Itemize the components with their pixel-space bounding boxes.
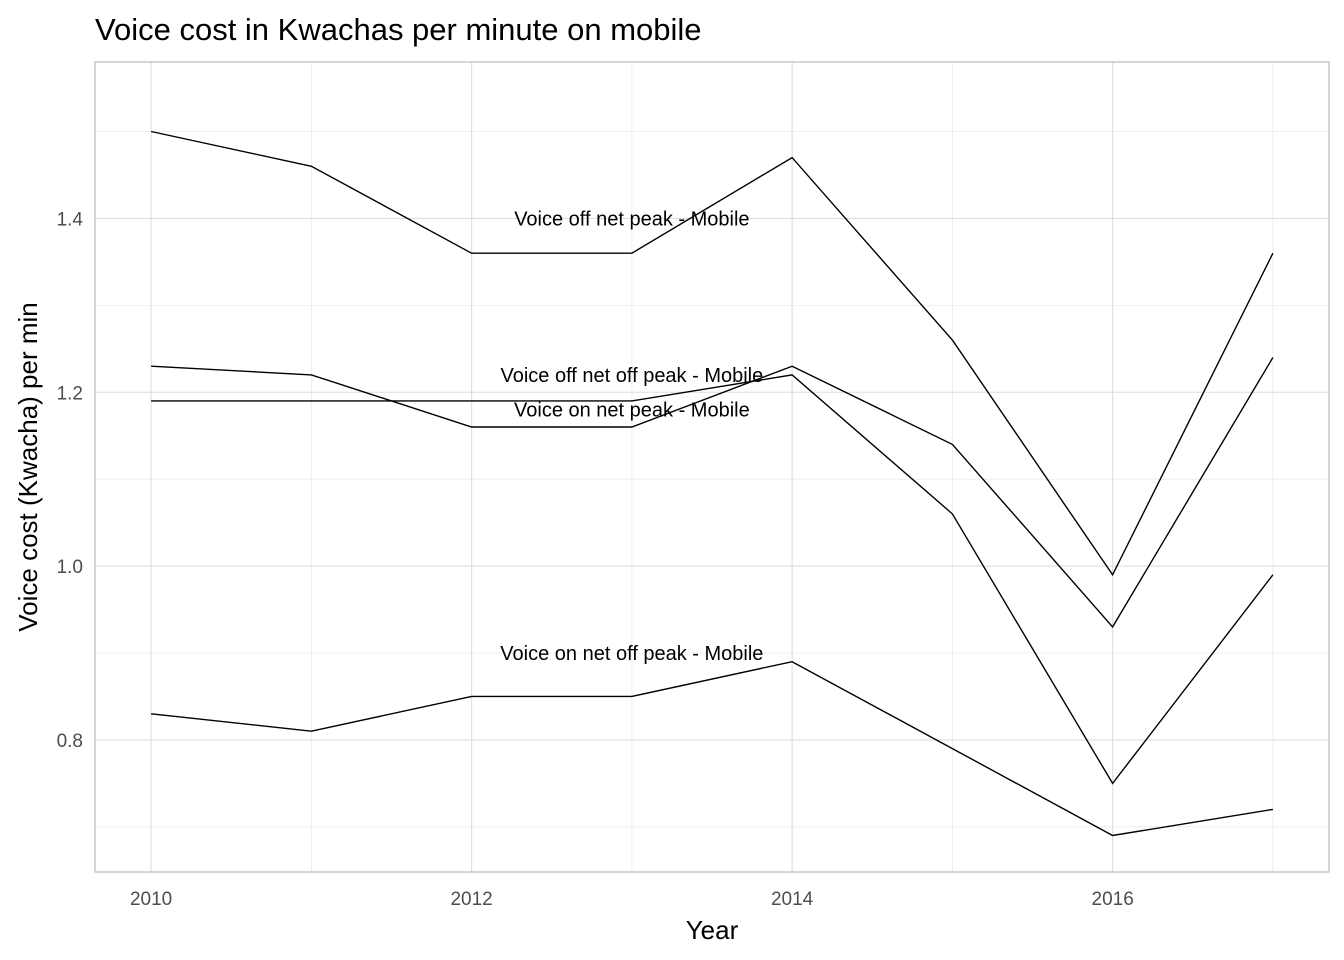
plot-panel bbox=[94, 61, 1330, 873]
y-tick-label: 1.4 bbox=[57, 209, 84, 230]
x-axis-ticks: 2010 2012 2014 2016 bbox=[130, 889, 1134, 910]
series-label-4: Voice on net off peak - Mobile bbox=[500, 643, 763, 665]
series-lines bbox=[150, 130, 1274, 837]
y-axis-title: Voice cost (Kwacha) per min bbox=[13, 302, 43, 631]
series-line-4 bbox=[151, 660, 1274, 837]
y-axis-ticks: 0.8 1.0 1.2 1.4 bbox=[57, 209, 84, 751]
x-tick-label: 2012 bbox=[450, 889, 492, 910]
x-tick-label: 2016 bbox=[1092, 889, 1134, 910]
x-axis-title: Year bbox=[686, 915, 739, 945]
series-label-2: Voice off net off peak - Mobile bbox=[500, 365, 763, 387]
series-line-2 bbox=[151, 357, 1274, 629]
series-labels: Voice off net peak - Mobile Voice off net… bbox=[500, 208, 763, 665]
series-label-3: Voice on net peak - Mobile bbox=[514, 400, 750, 422]
series-line-3 bbox=[151, 374, 1274, 785]
x-tick-label: 2014 bbox=[771, 889, 814, 910]
minor-gridlines bbox=[95, 62, 1329, 872]
y-tick-label: 1.2 bbox=[57, 383, 83, 404]
y-tick-label: 0.8 bbox=[57, 731, 83, 752]
x-tick-label: 2010 bbox=[130, 889, 172, 910]
series-line-1 bbox=[150, 130, 1274, 577]
series-label-1: Voice off net peak - Mobile bbox=[514, 208, 749, 230]
y-tick-label: 1.0 bbox=[57, 557, 83, 578]
chart-title: Voice cost in Kwachas per minute on mobi… bbox=[95, 12, 702, 47]
major-gridlines bbox=[95, 62, 1329, 872]
